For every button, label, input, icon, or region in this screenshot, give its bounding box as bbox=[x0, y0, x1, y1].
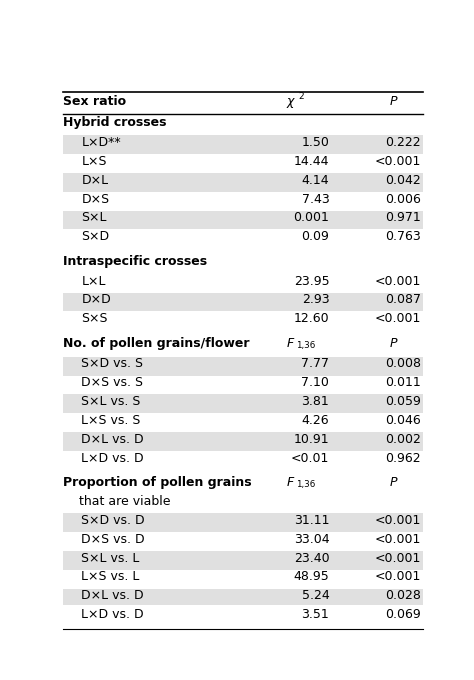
Text: that are viable: that are viable bbox=[63, 495, 171, 508]
Text: <0.001: <0.001 bbox=[375, 312, 421, 325]
Text: L×S: L×S bbox=[82, 155, 107, 168]
Text: 0.763: 0.763 bbox=[385, 231, 421, 243]
Text: 0.001: 0.001 bbox=[293, 211, 329, 224]
Text: 0.059: 0.059 bbox=[385, 395, 421, 408]
Text: 0.011: 0.011 bbox=[385, 376, 421, 390]
Text: 12.60: 12.60 bbox=[293, 312, 329, 325]
Text: Hybrid crosses: Hybrid crosses bbox=[63, 116, 166, 129]
Text: 0.069: 0.069 bbox=[385, 608, 421, 621]
Text: D×D: D×D bbox=[82, 293, 111, 307]
Text: 0.046: 0.046 bbox=[385, 414, 421, 427]
Text: <0.001: <0.001 bbox=[375, 155, 421, 168]
Text: 0.962: 0.962 bbox=[385, 452, 421, 464]
Text: 7.43: 7.43 bbox=[301, 192, 329, 205]
Text: D×S: D×S bbox=[82, 192, 109, 205]
Text: D×S vs. D: D×S vs. D bbox=[82, 532, 145, 546]
Bar bbox=[63, 432, 423, 451]
Text: 14.44: 14.44 bbox=[294, 155, 329, 168]
Text: 7.10: 7.10 bbox=[301, 376, 329, 390]
Text: L×S vs. S: L×S vs. S bbox=[82, 414, 141, 427]
Text: 1.50: 1.50 bbox=[301, 136, 329, 149]
Text: 5.24: 5.24 bbox=[301, 590, 329, 602]
Text: Proportion of pollen grains: Proportion of pollen grains bbox=[63, 477, 252, 490]
Bar bbox=[63, 173, 423, 192]
Text: 0.002: 0.002 bbox=[385, 433, 421, 446]
Text: 4.26: 4.26 bbox=[301, 414, 329, 427]
Bar bbox=[63, 357, 423, 375]
Text: 0.028: 0.028 bbox=[385, 590, 421, 602]
Text: 23.40: 23.40 bbox=[293, 551, 329, 564]
Text: D×S vs. S: D×S vs. S bbox=[82, 376, 143, 390]
Bar bbox=[63, 292, 423, 311]
Text: χ: χ bbox=[287, 95, 294, 107]
Text: 31.11: 31.11 bbox=[294, 514, 329, 527]
Bar bbox=[63, 135, 423, 154]
Text: L×D vs. D: L×D vs. D bbox=[82, 608, 144, 621]
Text: 1,36: 1,36 bbox=[296, 341, 315, 350]
Text: S×L: S×L bbox=[82, 211, 107, 224]
Text: <0.001: <0.001 bbox=[375, 532, 421, 546]
Text: F: F bbox=[287, 477, 294, 490]
Text: <0.001: <0.001 bbox=[375, 514, 421, 527]
Text: S×L vs. S: S×L vs. S bbox=[82, 395, 141, 408]
Text: 4.14: 4.14 bbox=[301, 173, 329, 187]
Text: S×D: S×D bbox=[82, 231, 109, 243]
Text: <0.001: <0.001 bbox=[375, 551, 421, 564]
Text: <0.001: <0.001 bbox=[375, 571, 421, 583]
Text: 48.95: 48.95 bbox=[293, 571, 329, 583]
Text: Intraspecific crosses: Intraspecific crosses bbox=[63, 255, 207, 268]
Text: No. of pollen grains/flower: No. of pollen grains/flower bbox=[63, 337, 249, 350]
Text: D×L vs. D: D×L vs. D bbox=[82, 433, 144, 446]
Text: L×S vs. L: L×S vs. L bbox=[82, 571, 140, 583]
Bar bbox=[63, 589, 423, 607]
Bar bbox=[63, 513, 423, 532]
Text: 0.971: 0.971 bbox=[385, 211, 421, 224]
Text: D×L: D×L bbox=[82, 173, 109, 187]
Text: 0.042: 0.042 bbox=[385, 173, 421, 187]
Text: L×D**: L×D** bbox=[82, 136, 121, 149]
Text: L×L: L×L bbox=[82, 275, 106, 288]
Text: 3.81: 3.81 bbox=[301, 395, 329, 408]
Text: <0.01: <0.01 bbox=[291, 452, 329, 464]
Text: 2: 2 bbox=[298, 92, 304, 101]
Bar bbox=[63, 551, 423, 570]
Text: 0.222: 0.222 bbox=[385, 136, 421, 149]
Text: S×S: S×S bbox=[82, 312, 108, 325]
Text: P: P bbox=[390, 477, 397, 490]
Text: 10.91: 10.91 bbox=[293, 433, 329, 446]
Text: D×L vs. D: D×L vs. D bbox=[82, 590, 144, 602]
Text: Sex ratio: Sex ratio bbox=[63, 95, 126, 107]
Text: 0.09: 0.09 bbox=[301, 231, 329, 243]
Text: 0.008: 0.008 bbox=[385, 358, 421, 371]
Text: 0.087: 0.087 bbox=[385, 293, 421, 307]
Text: P: P bbox=[390, 95, 397, 107]
Text: S×D vs. D: S×D vs. D bbox=[82, 514, 145, 527]
Text: F: F bbox=[287, 337, 294, 350]
Bar bbox=[63, 211, 423, 229]
Text: S×D vs. S: S×D vs. S bbox=[82, 358, 143, 371]
Text: 1,36: 1,36 bbox=[296, 480, 315, 489]
Text: 2.93: 2.93 bbox=[301, 293, 329, 307]
Bar bbox=[63, 394, 423, 413]
Text: 0.006: 0.006 bbox=[385, 192, 421, 205]
Text: 33.04: 33.04 bbox=[293, 532, 329, 546]
Text: S×L vs. L: S×L vs. L bbox=[82, 551, 140, 564]
Text: <0.001: <0.001 bbox=[375, 275, 421, 288]
Text: 3.51: 3.51 bbox=[301, 608, 329, 621]
Text: L×D vs. D: L×D vs. D bbox=[82, 452, 144, 464]
Text: 23.95: 23.95 bbox=[293, 275, 329, 288]
Text: 7.77: 7.77 bbox=[301, 358, 329, 371]
Text: P: P bbox=[390, 337, 397, 350]
